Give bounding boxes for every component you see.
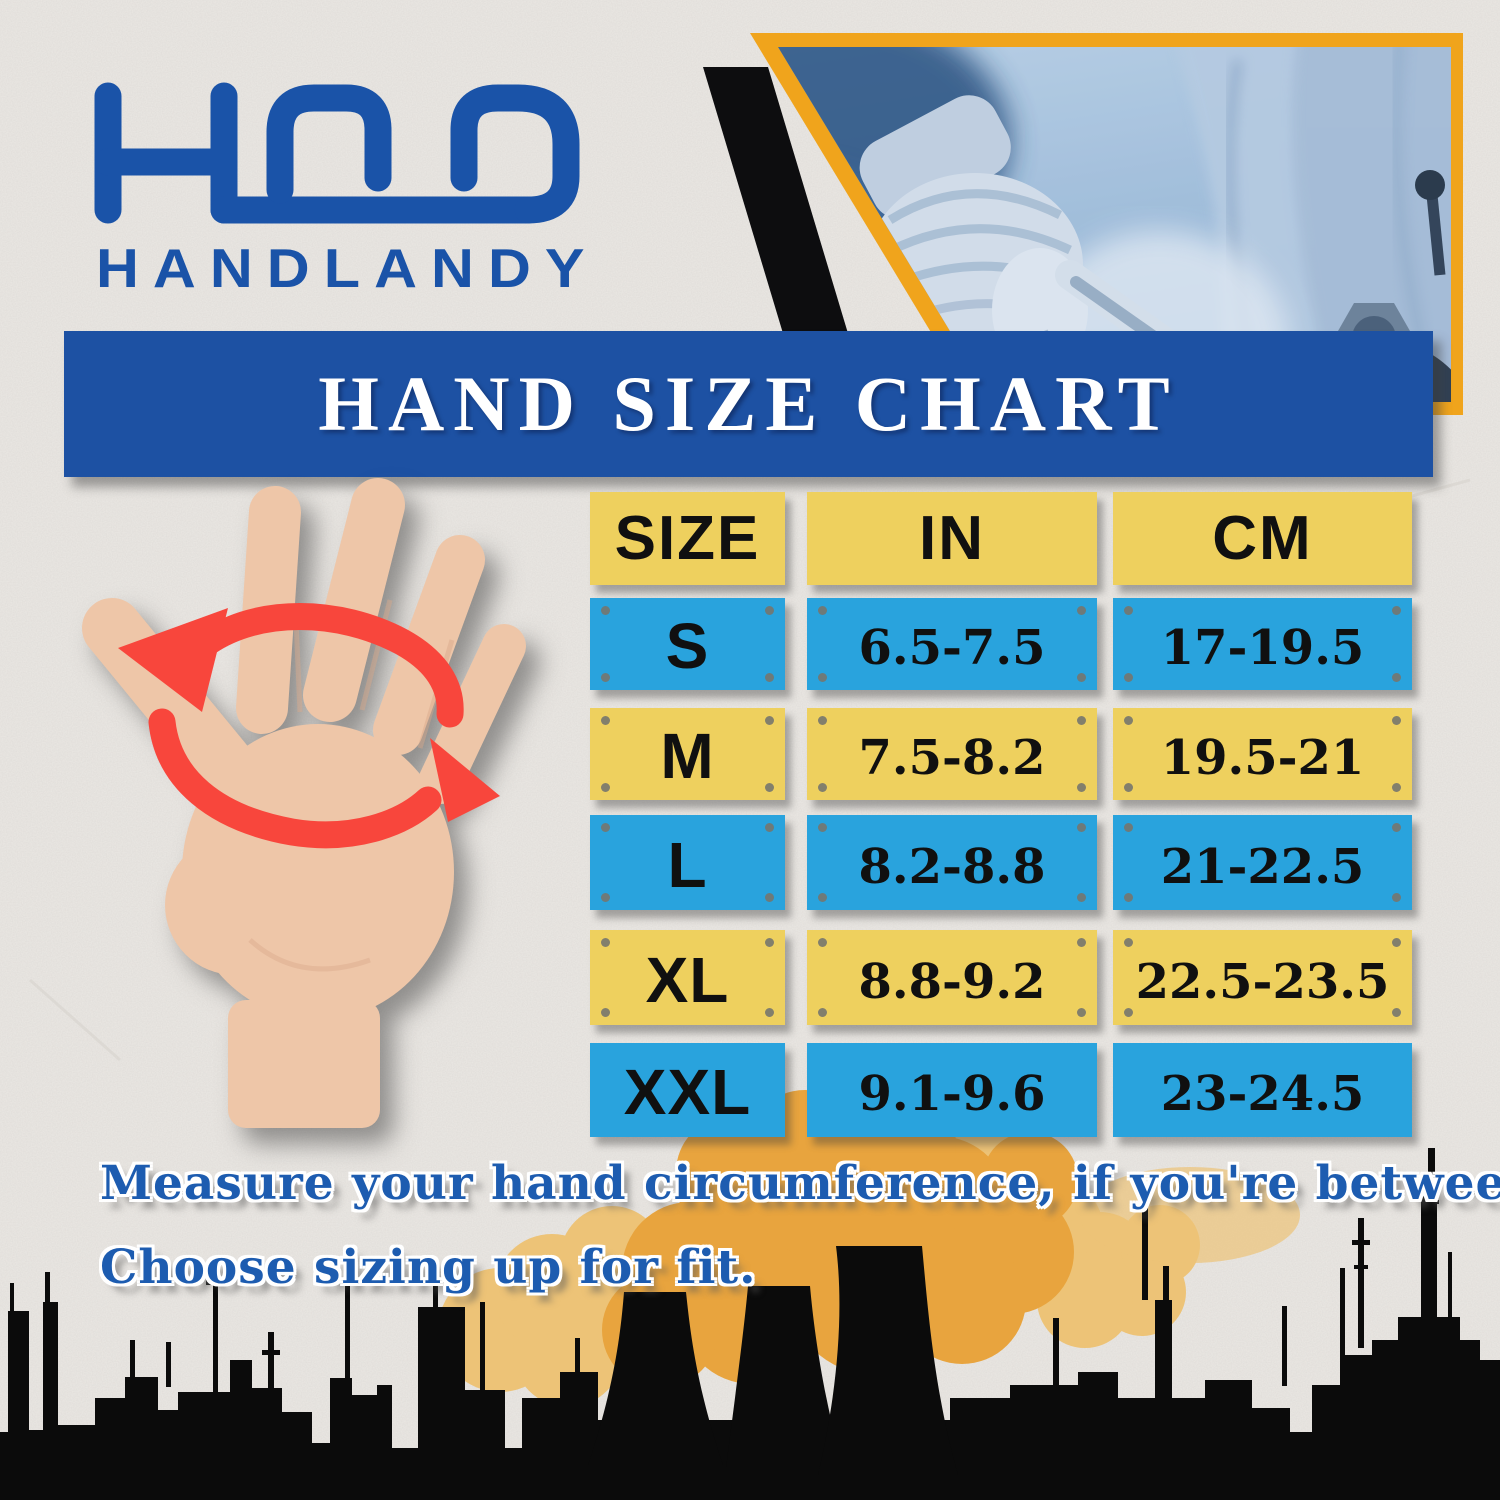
header-cell-cm: CM [1113,492,1412,585]
cell-xxl-in: 9.1-9.6 [807,1043,1097,1137]
cell-xl-cm: 22.5-23.5 [1113,930,1412,1025]
header-cell-size: SIZE [590,492,785,585]
footnote-line-2: Choose sizing up for fit. [100,1240,757,1295]
footnote-line-1: Measure your hand circumference, if you'… [100,1156,1500,1211]
cell-m-cm: 19.5-21 [1113,708,1412,800]
cell-xxl-cm: 23-24.5 [1113,1043,1412,1137]
cell-l-size: L [590,815,785,910]
cell-s-in: 6.5-7.5 [807,598,1097,690]
cell-xxl-size: XXL [590,1043,785,1137]
cell-xl-size: XL [590,930,785,1025]
cell-s-size: S [590,598,785,690]
cell-m-in: 7.5-8.2 [807,708,1097,800]
cell-s-cm: 17-19.5 [1113,598,1412,690]
cell-m-size: M [590,708,785,800]
cell-xl-in: 8.8-9.2 [807,930,1097,1025]
header-cell-in: IN [807,492,1097,585]
cell-l-cm: 21-22.5 [1113,815,1412,910]
cell-l-in: 8.2-8.8 [807,815,1097,910]
size-chart-table: SIZE IN CM S 6.5-7.5 17-19.5 M 7.5-8.2 [590,492,1420,1142]
